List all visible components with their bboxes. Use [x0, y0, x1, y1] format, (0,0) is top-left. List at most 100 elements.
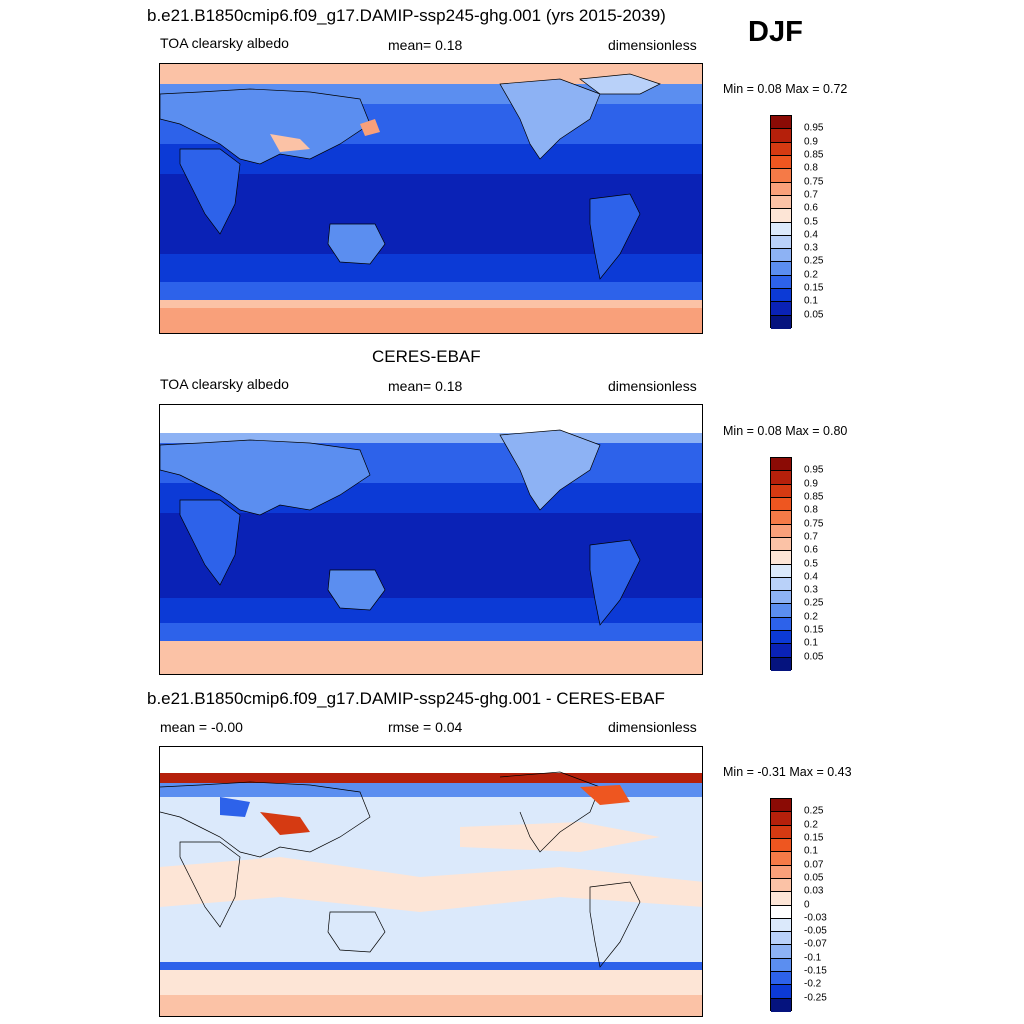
colorbar-tick-label: -0.03: [804, 912, 827, 924]
colorbar-swatch: [771, 116, 791, 130]
colorbar-tick-label: -0.15: [804, 965, 827, 977]
panel-title-model: b.e21.B1850cmip6.f09_g17.DAMIP-ssp245-gh…: [147, 6, 666, 25]
colorbar-tick-label: -0.1: [804, 952, 822, 964]
colorbar-tick-label: -0.2: [804, 978, 822, 990]
colorbar-tick-label: 0.1: [804, 845, 818, 857]
colorbar-swatch: [771, 604, 791, 618]
colorbar-swatch: [771, 484, 791, 498]
colorbar-swatch: [771, 195, 791, 210]
colorbar-swatch: [771, 825, 791, 839]
panel-minmax-diff: Min = -0.31 Max = 0.43: [723, 765, 852, 779]
colorbar-tick-label: 0: [804, 899, 810, 910]
colorbar-swatch: [771, 838, 791, 853]
colorbar-tick-label: 0.05: [804, 872, 824, 884]
colorbar-swatch: [771, 657, 791, 671]
colorbar-tick-label: 0.15: [804, 832, 824, 844]
colorbar-tick-label: 0.7: [804, 189, 818, 201]
colorbar-swatch: [771, 511, 791, 525]
panel-rmse-diff: rmse = 0.04: [388, 719, 463, 735]
panel-mean-diff: mean = -0.00: [160, 719, 243, 735]
map-diff: [159, 746, 703, 1017]
colorbar-swatch: [771, 878, 791, 893]
map-model: [159, 63, 703, 334]
colorbar-tick-label: 0.25: [804, 255, 824, 267]
colorbar-tick-label: 0.75: [804, 176, 824, 188]
colorbar-tick-label: 0.25: [804, 597, 824, 609]
colorbar-tick-label: 0.05: [804, 309, 824, 321]
colorbar-swatch: [771, 249, 791, 263]
panel-units-diff: dimensionless: [608, 719, 697, 735]
colorbar-swatch: [771, 932, 791, 946]
colorbar-swatch: [771, 577, 791, 592]
colorbar-swatch: [771, 315, 791, 329]
colorbar-tick-label: 0.4: [804, 229, 818, 241]
colorbar-tick-label: 0.2: [804, 611, 818, 623]
season-label: DJF: [748, 16, 803, 48]
colorbar-tick-label: 0.85: [804, 491, 824, 503]
colorbar-tick-label: 0.9: [804, 478, 818, 490]
colorbar-tick-label: -0.07: [804, 938, 827, 950]
panel-mean-obs: mean= 0.18: [388, 378, 463, 394]
colorbar-tick-label: 0.95: [804, 464, 824, 476]
colorbar-swatch: [771, 235, 791, 250]
colorbar-tick-label: 0.25: [804, 805, 824, 817]
colorbar-swatch: [771, 551, 791, 565]
colorbar-tick-label: 0.5: [804, 558, 818, 569]
colorbar-tick-label: 0.1: [804, 295, 818, 307]
panel-title-diff: b.e21.B1850cmip6.f09_g17.DAMIP-ssp245-gh…: [147, 689, 665, 708]
colorbar-swatch: [771, 972, 791, 986]
panel-mean-model: mean= 0.18: [388, 37, 463, 53]
colorbar-tick-label: 0.6: [804, 202, 818, 214]
colorbar-swatch: [771, 537, 791, 552]
colorbar-tick-label: 0.9: [804, 136, 818, 148]
colorbar-tick-label: 0.7: [804, 531, 818, 543]
colorbar-swatch: [771, 142, 791, 156]
map-obs: [159, 404, 703, 675]
colorbar-tick-label: 0.1: [804, 637, 818, 649]
colorbar-swatch: [771, 918, 791, 933]
colorbar-diff: 0.25 0.2 0.15 0.1 0.07 0.05 0.03 0 -0.03 -0.05 -0.…: [770, 798, 827, 1012]
colorbar-tick-label: 0.03: [804, 885, 824, 897]
panel-units-model: dimensionless: [608, 37, 697, 53]
colorbar-swatch: [771, 262, 791, 276]
colorbar-swatch: [771, 998, 791, 1012]
colorbar-tick-label: 0.95: [804, 122, 824, 134]
colorbar-swatch: [771, 471, 791, 485]
colorbar-swatch: [771, 129, 791, 143]
colorbar-swatch: [771, 852, 791, 866]
colorbar-swatch: [771, 302, 791, 316]
colorbar-swatch: [771, 631, 791, 645]
colorbar-swatch: [771, 182, 791, 196]
colorbar-tick-label: -0.25: [804, 992, 827, 1004]
colorbar-tick-label: 0.3: [804, 242, 818, 254]
colorbar-swatch: [771, 289, 791, 303]
panel-units-obs: dimensionless: [608, 378, 697, 394]
panel-minmax-obs: Min = 0.08 Max = 0.80: [723, 424, 848, 438]
colorbar-swatch: [771, 169, 791, 183]
panel-minmax-model: Min = 0.08 Max = 0.72: [723, 82, 848, 96]
colorbar-swatch: [771, 222, 791, 236]
colorbar-tick-label: 0.2: [804, 819, 818, 831]
colorbar-tick-label: 0.15: [804, 282, 824, 294]
colorbar-swatch: [771, 155, 791, 170]
colorbar-tick-label: 0.4: [804, 571, 818, 583]
colorbar-swatch: [771, 644, 791, 658]
panel-left-label-model: TOA clearsky albedo: [160, 35, 289, 51]
colorbar-model: 0.95 0.9 0.85 0.8 0.75 0.7 0.6 0.5 0.4 0.3 0.25 0.2…: [770, 115, 823, 329]
colorbar-swatch: [771, 865, 791, 879]
colorbar-tick-label: 0.5: [804, 216, 818, 227]
colorbar-swatch: [771, 945, 791, 959]
colorbar-swatch: [771, 799, 791, 813]
colorbar-swatch: [771, 591, 791, 605]
colorbar-tick-label: 0.3: [804, 584, 818, 596]
colorbar-swatch: [771, 275, 791, 290]
colorbar-swatch: [771, 905, 791, 919]
colorbar-tick-label: 0.05: [804, 651, 824, 663]
colorbar-swatch: [771, 958, 791, 973]
colorbar-swatch: [771, 497, 791, 512]
colorbar-tick-label: 0.2: [804, 269, 818, 281]
colorbar-swatch: [771, 985, 791, 999]
colorbar-swatch: [771, 209, 791, 223]
colorbar-swatch: [771, 892, 791, 906]
colorbar-tick-label: 0.15: [804, 624, 824, 636]
